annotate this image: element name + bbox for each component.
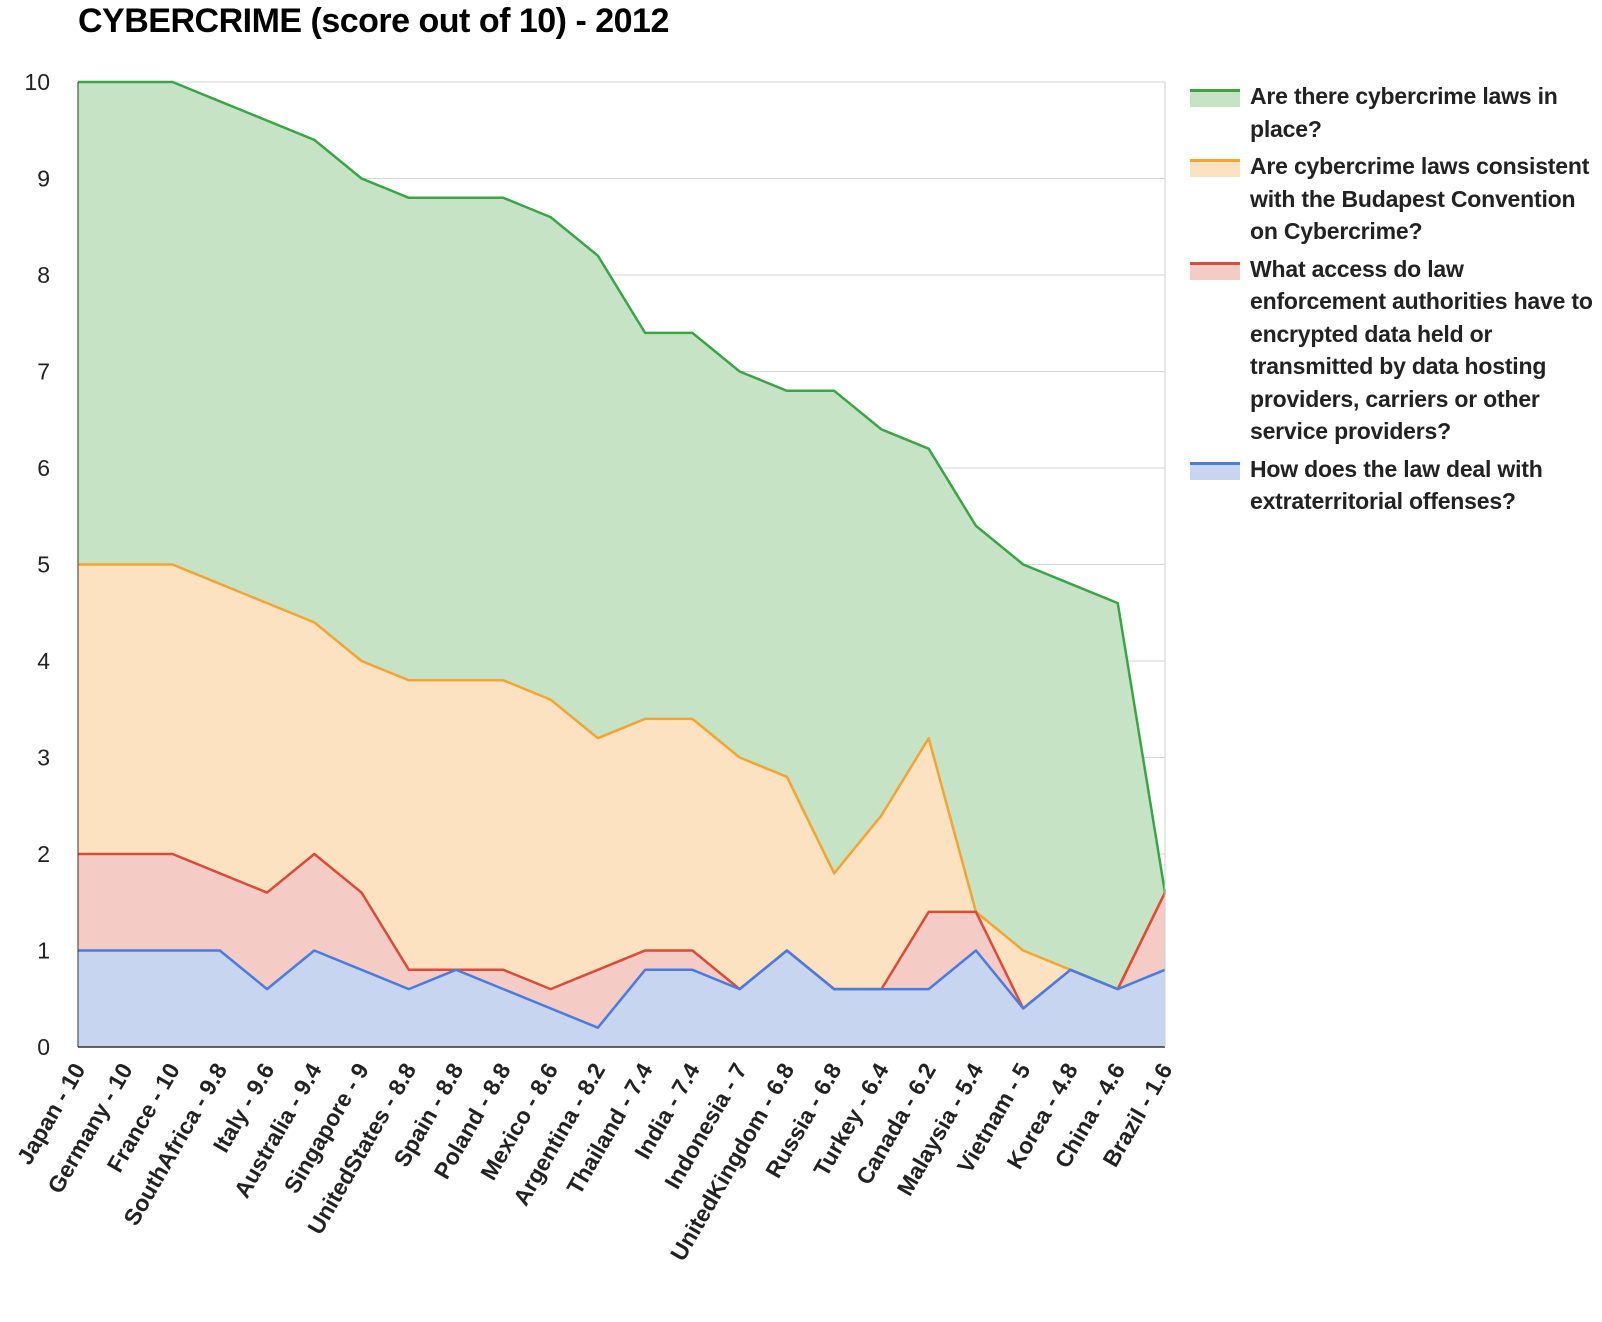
legend-label: Are there cybercrime laws in place?: [1250, 83, 1558, 142]
legend-item-extraterritorial: How does the law deal with extraterritor…: [1190, 453, 1600, 518]
axes: [77, 82, 1166, 1048]
y-tick-label: 8: [37, 262, 50, 288]
y-tick-label: 3: [37, 745, 50, 771]
y-tick-labels: 0 1 2 3 4 5 6 7 8 9 10: [24, 69, 50, 1060]
area-series-2: [78, 564, 1165, 1009]
line-series-3: [78, 80, 1167, 893]
legend-swatch-green: [1190, 89, 1240, 107]
series-lines: [78, 80, 1167, 1029]
legend-label: What access do law enforcement authoriti…: [1250, 255, 1593, 445]
y-tick-label: 9: [37, 166, 50, 192]
legend-label: Are cybercrime laws consistent with the …: [1250, 153, 1590, 244]
legend-label: How does the law deal with extraterritor…: [1250, 455, 1543, 515]
area-fills: [78, 82, 1165, 1047]
y-tick-label: 1: [37, 938, 50, 964]
y-tick-label: 5: [37, 552, 50, 578]
legend-swatch-blue: [1190, 461, 1240, 480]
legend-swatch-red: [1190, 261, 1240, 280]
y-tick-label: 7: [37, 359, 50, 385]
chart-title: CYBERCRIME (score out of 10) - 2012: [78, 2, 669, 40]
line-series-0: [78, 949, 1166, 1029]
line-series-1: [78, 852, 1167, 1010]
legend: Are there cybercrime laws in place? Are …: [1190, 80, 1600, 523]
legend-swatch-orange: [1190, 159, 1240, 177]
legend-item-laws-in-place: Are there cybercrime laws in place?: [1190, 80, 1600, 145]
y-tick-label: 10: [24, 69, 50, 95]
legend-item-budapest: Are cybercrime laws consistent with the …: [1190, 150, 1600, 248]
y-tick-label: 4: [37, 648, 50, 674]
y-tick-label: 2: [37, 841, 50, 867]
area-series-3: [78, 82, 1165, 990]
area-series-1: [78, 854, 1165, 1028]
y-tick-label: 0: [37, 1034, 50, 1060]
y-tick-label: 6: [37, 455, 50, 481]
legend-item-encrypted-access: What access do law enforcement authoriti…: [1190, 253, 1600, 448]
line-series-2: [78, 563, 1167, 991]
